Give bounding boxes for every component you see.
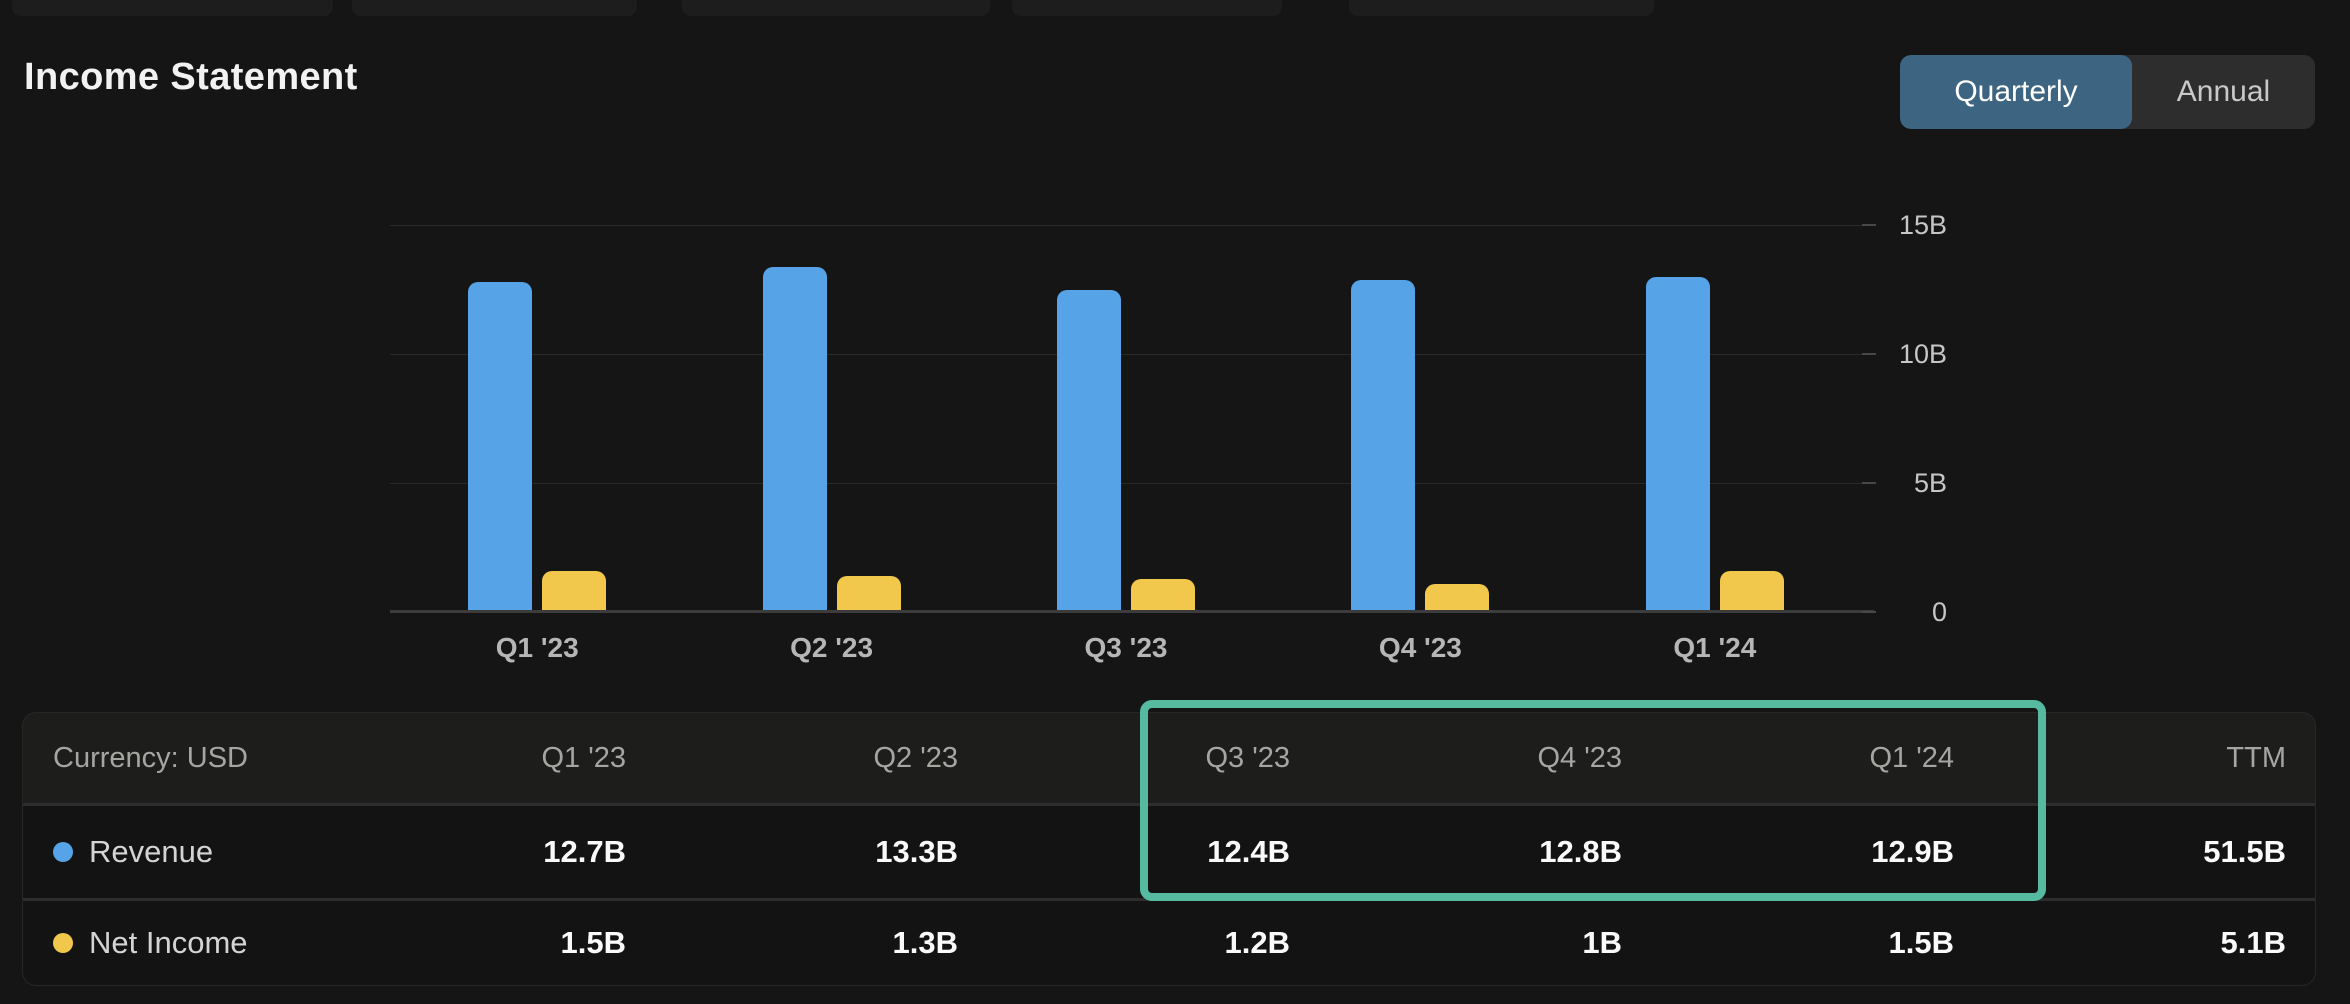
column-header: Q1 '23 xyxy=(541,741,626,774)
table-cell: 12.4B xyxy=(1207,834,1290,869)
x-axis-category-label: Q2 '23 xyxy=(790,632,874,663)
row-label-text: Revenue xyxy=(89,834,214,869)
table-cell: 5.1B xyxy=(2220,925,2286,960)
chart-gridline xyxy=(390,354,1862,355)
table-row: Revenue 12.7B 13.3B 12.4B 12.8B 12.9B 51.5B xyxy=(23,806,2315,898)
top-tab-stub[interactable] xyxy=(12,0,333,16)
table-cell: 12.9B xyxy=(1871,834,1954,869)
chart-gridline xyxy=(390,483,1862,484)
x-axis-category-label: Q3 '23 xyxy=(1084,632,1168,663)
net-income-bar[interactable] xyxy=(1131,579,1195,610)
table-cell: 1.5B xyxy=(560,925,626,960)
table-cell: 13.3B xyxy=(875,834,958,869)
column-header: TTM xyxy=(2226,741,2286,774)
row-label[interactable]: Net Income xyxy=(53,925,294,961)
chart-gridline xyxy=(390,225,1862,226)
axis-tick xyxy=(1862,482,1876,484)
net-income-bar[interactable] xyxy=(542,571,607,610)
top-tab-stub[interactable] xyxy=(352,0,637,16)
column-header: Q3 '23 xyxy=(1205,741,1290,774)
bar-chart xyxy=(390,150,1876,613)
x-axis-category-label: Q1 '23 xyxy=(495,632,579,663)
top-tab-stub[interactable] xyxy=(682,0,990,16)
table-cell: 1B xyxy=(1582,925,1622,960)
table-cell: 1.3B xyxy=(892,925,958,960)
table-cell: 12.7B xyxy=(543,834,626,869)
axis-tick xyxy=(1862,611,1876,613)
toggle-quarterly[interactable]: Quarterly xyxy=(1900,55,2132,129)
top-tab-stub[interactable] xyxy=(1012,0,1282,16)
revenue-bar[interactable] xyxy=(1645,277,1710,610)
currency-label: Currency: USD xyxy=(53,741,248,774)
financials-table: Currency: USD Q1 '23 Q2 '23 Q3 '23 Q4 '23 Q1… xyxy=(22,712,2316,986)
revenue-bar[interactable] xyxy=(1057,290,1121,610)
table-cell: 1.2B xyxy=(1224,925,1290,960)
table-cell: 51.5B xyxy=(2203,834,2286,869)
column-header: Q2 '23 xyxy=(873,741,958,774)
table-row: Net Income 1.5B 1.3B 1.2B 1B 1.5B 5.1B xyxy=(23,901,2315,985)
x-axis-category-label: Q1 '24 xyxy=(1673,632,1757,663)
column-header: Q1 '24 xyxy=(1869,741,1954,774)
y-axis-tick-label: 5B xyxy=(1913,468,1947,498)
y-axis-tick-label: 15B xyxy=(1898,210,1947,240)
axis-tick xyxy=(1862,224,1876,226)
net-income-legend-dot xyxy=(53,933,73,953)
revenue-legend-dot xyxy=(53,842,73,862)
net-income-bar[interactable] xyxy=(836,576,901,610)
net-income-bar[interactable] xyxy=(1425,584,1490,610)
axis-tick xyxy=(1862,353,1876,355)
y-axis-tick-label: 10B xyxy=(1898,339,1947,369)
row-label[interactable]: Revenue xyxy=(53,834,294,870)
revenue-bar[interactable] xyxy=(1351,279,1416,610)
table-cell: 1.5B xyxy=(1888,925,1954,960)
net-income-bar[interactable] xyxy=(1719,571,1784,610)
table-header-row: Currency: USD Q1 '23 Q2 '23 Q3 '23 Q4 '23 Q1… xyxy=(23,713,2315,803)
revenue-bar[interactable] xyxy=(762,266,827,610)
page-title: Income Statement xyxy=(24,56,358,98)
y-axis-tick-label: 0 xyxy=(1931,597,1947,627)
revenue-bar[interactable] xyxy=(468,282,533,610)
period-toggle: Quarterly Annual xyxy=(1900,55,2315,129)
x-axis-category-label: Q4 '23 xyxy=(1378,632,1462,663)
top-tab-stub[interactable] xyxy=(1349,0,1654,16)
toggle-annual[interactable]: Annual xyxy=(2176,75,2271,108)
table-cell: 12.8B xyxy=(1539,834,1622,869)
row-label-text: Net Income xyxy=(89,925,248,960)
column-header: Q4 '23 xyxy=(1537,741,1622,774)
x-axis-line xyxy=(390,610,1874,613)
